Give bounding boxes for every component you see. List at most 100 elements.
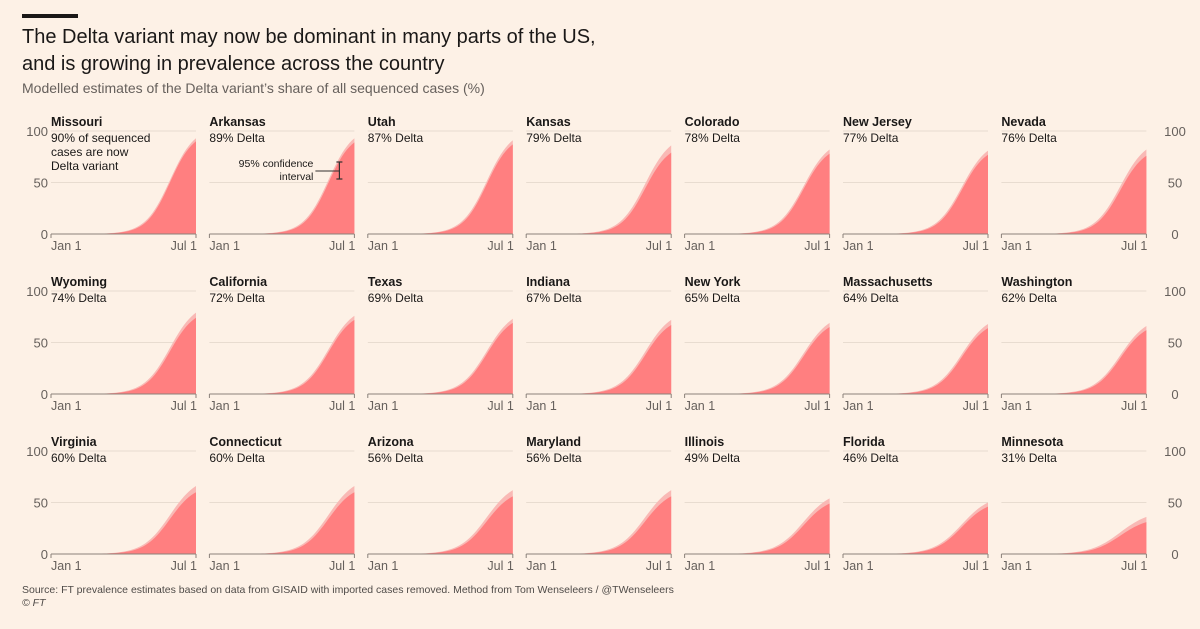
panel-value-label: 79% Delta <box>526 131 582 145</box>
panel-value-label: 60% Delta <box>209 451 265 465</box>
x-tick-label: Jan 1 <box>843 399 874 413</box>
x-tick-label: Jan 1 <box>209 239 240 253</box>
title-line-2: and is growing in prevalence across the … <box>22 53 445 75</box>
x-tick-label: Jan 1 <box>209 399 240 413</box>
panel-state-label: California <box>209 275 268 289</box>
panel-state-label: Virginia <box>51 435 98 449</box>
y-tick-label-left: 50 <box>34 496 48 511</box>
x-tick-label: Jul 1 <box>171 399 197 413</box>
x-tick-label: Jan 1 <box>843 239 874 253</box>
title-line-1: The Delta variant may now be dominant in… <box>22 26 596 48</box>
y-tick-label-left: 0 <box>41 387 48 402</box>
estimate-area <box>684 503 830 554</box>
panel-state-label: Washington <box>1001 275 1072 289</box>
y-tick-label-left: 100 <box>26 124 48 139</box>
panel-state-label: New York <box>685 275 741 289</box>
panel-state-label: Missouri <box>51 115 102 129</box>
x-tick-label: Jul 1 <box>804 399 830 413</box>
x-tick-label: Jul 1 <box>1121 559 1147 573</box>
y-tick-label-left: 100 <box>26 444 48 459</box>
panel-value-label: 67% Delta <box>526 291 582 305</box>
x-tick-label: Jan 1 <box>1001 399 1032 413</box>
panel-value-label: 76% Delta <box>1001 131 1057 145</box>
panel-state-label: Massachusetts <box>843 275 933 289</box>
y-tick-label-right: 0 <box>1171 387 1178 402</box>
x-tick-label: Jan 1 <box>51 559 82 573</box>
y-tick-label-left: 0 <box>41 547 48 562</box>
x-tick-label: Jul 1 <box>1121 399 1147 413</box>
panel-state-label: Colorado <box>685 115 740 129</box>
annotation-text: 95% confidence <box>239 158 314 170</box>
panel-value-label: 87% Delta <box>368 131 424 145</box>
x-tick-label: Jan 1 <box>685 399 716 413</box>
panel-value-label: 72% Delta <box>209 291 265 305</box>
x-tick-label: Jul 1 <box>646 399 672 413</box>
estimate-area <box>367 496 513 554</box>
y-tick-label-right: 100 <box>1164 444 1186 459</box>
panel-state-label: Wyoming <box>51 275 107 289</box>
x-tick-label: Jan 1 <box>685 239 716 253</box>
estimate-area <box>843 328 988 394</box>
estimate-area <box>1001 155 1147 234</box>
estimate-area <box>367 144 513 234</box>
panel-value-label: 65% Delta <box>685 291 741 305</box>
estimate-area <box>209 142 355 234</box>
panel-value-label: 62% Delta <box>1001 291 1057 305</box>
estimate-area <box>526 324 672 394</box>
y-tick-label-right: 0 <box>1171 227 1178 242</box>
panel-state-label: Connecticut <box>209 435 282 449</box>
panel-value-label: 49% Delta <box>685 451 741 465</box>
panel-state-label: Maryland <box>526 435 581 449</box>
estimate-area <box>843 506 988 554</box>
copyright: © FT <box>22 597 46 609</box>
x-tick-label: Jul 1 <box>963 239 989 253</box>
x-tick-label: Jul 1 <box>646 559 672 573</box>
panel-value-label: Delta variant <box>51 159 119 173</box>
chart-subtitle: Modelled estimates of the Delta variant’… <box>22 80 485 96</box>
panel-state-label: Arizona <box>368 435 415 449</box>
panel-state-label: Texas <box>368 275 403 289</box>
x-tick-label: Jan 1 <box>368 399 399 413</box>
x-tick-label: Jul 1 <box>487 559 513 573</box>
x-tick-label: Jan 1 <box>685 559 716 573</box>
panel-state-label: Kansas <box>526 115 571 129</box>
x-tick-label: Jul 1 <box>329 559 355 573</box>
estimate-area <box>51 141 196 234</box>
estimate-area <box>1001 522 1147 554</box>
annotation-text: interval <box>280 171 314 183</box>
y-tick-label-left: 0 <box>41 227 48 242</box>
panel-state-label: Arkansas <box>209 115 265 129</box>
panel-state-label: Illinois <box>685 435 725 449</box>
y-tick-label-left: 100 <box>26 284 48 299</box>
panel-value-label: 69% Delta <box>368 291 424 305</box>
panel-value-label: 78% Delta <box>685 131 741 145</box>
y-tick-label-right: 0 <box>1171 547 1178 562</box>
x-tick-label: Jul 1 <box>963 559 989 573</box>
estimate-area <box>684 327 830 394</box>
x-tick-label: Jan 1 <box>526 239 557 253</box>
panel-value-label: 64% Delta <box>843 291 899 305</box>
x-tick-label: Jan 1 <box>843 559 874 573</box>
panel-state-label: Florida <box>843 435 886 449</box>
x-tick-label: Jan 1 <box>1001 239 1032 253</box>
x-tick-label: Jan 1 <box>368 239 399 253</box>
panel-state-label: New Jersey <box>843 115 912 129</box>
brand-bar <box>22 14 78 18</box>
x-tick-label: Jul 1 <box>804 559 830 573</box>
panel-value-label: 56% Delta <box>368 451 424 465</box>
y-tick-label-left: 50 <box>34 176 48 191</box>
y-tick-label-right: 50 <box>1168 496 1182 511</box>
y-tick-label-right: 100 <box>1164 284 1186 299</box>
panel-state-label: Indiana <box>526 275 571 289</box>
source-note: Source: FT prevalence estimates based on… <box>22 584 674 596</box>
panel-state-label: Utah <box>368 115 396 129</box>
x-tick-label: Jul 1 <box>1121 239 1147 253</box>
x-tick-label: Jul 1 <box>171 239 197 253</box>
x-tick-label: Jul 1 <box>646 239 672 253</box>
chart-title: The Delta variant may now be dominant in… <box>22 24 722 78</box>
x-tick-label: Jul 1 <box>963 399 989 413</box>
x-tick-label: Jan 1 <box>1001 559 1032 573</box>
x-tick-label: Jan 1 <box>526 399 557 413</box>
estimate-area <box>526 152 672 234</box>
